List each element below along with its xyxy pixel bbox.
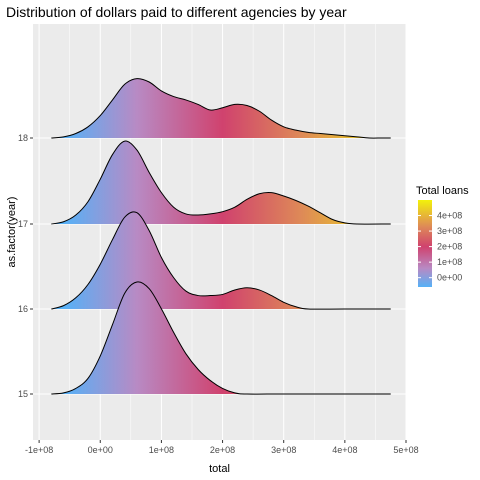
legend-title: Total loans bbox=[416, 185, 469, 197]
x-tick-label: 5e+08 bbox=[393, 445, 418, 455]
legend-tick-label: 0e+00 bbox=[437, 273, 462, 283]
ridges bbox=[51, 78, 391, 395]
ridge-line-17 bbox=[51, 140, 391, 225]
x-tick-label: -1e+08 bbox=[25, 445, 53, 455]
legend-colorbar bbox=[418, 200, 432, 287]
legend-tick-label: 4e+08 bbox=[437, 211, 462, 221]
x-axis: -1e+08 0e+00 1e+08 2e+08 3e+08 4e+08 5e+08 bbox=[25, 440, 419, 455]
legend-tick-label: 1e+08 bbox=[437, 257, 462, 267]
ridge-area-15 bbox=[51, 281, 391, 395]
x-axis-label: total bbox=[209, 463, 230, 475]
y-axis: 15 16 17 18 bbox=[18, 133, 33, 399]
ridge-line-16 bbox=[51, 211, 391, 310]
x-tick-label: 4e+08 bbox=[332, 445, 357, 455]
x-tick-label: 2e+08 bbox=[210, 445, 235, 455]
y-tick-label: 18 bbox=[18, 133, 28, 143]
ridge-line-15 bbox=[51, 281, 391, 395]
ridge-line-18 bbox=[51, 78, 391, 139]
x-tick-label: 1e+08 bbox=[149, 445, 174, 455]
chart-title: Distribution of dollars paid to differen… bbox=[6, 4, 347, 20]
legend-tick-label: 3e+08 bbox=[437, 226, 462, 236]
legend: Total loans 0e+00 1e+08 2e+08 3e+08 4e+08 bbox=[416, 185, 469, 287]
ridge-area-17 bbox=[51, 141, 391, 225]
x-tick-label: 0e+00 bbox=[88, 445, 113, 455]
legend-tick-label: 2e+08 bbox=[437, 242, 462, 252]
y-tick-label: 17 bbox=[18, 219, 28, 229]
x-tick-label: 3e+08 bbox=[271, 445, 296, 455]
y-axis-label: as.factor(year) bbox=[6, 197, 18, 268]
y-tick-label: 15 bbox=[18, 389, 28, 399]
y-tick-label: 16 bbox=[18, 304, 28, 314]
